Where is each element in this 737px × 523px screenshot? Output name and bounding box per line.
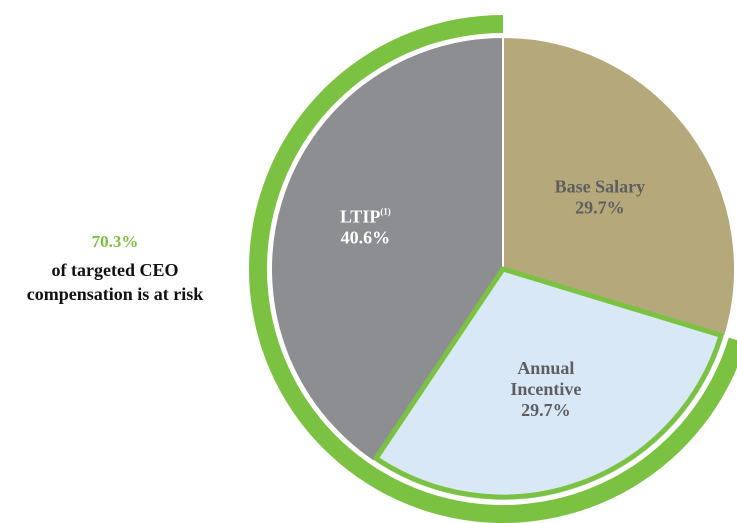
at-risk-percent: 70.3% bbox=[91, 232, 139, 251]
pie-slice-ltip bbox=[270, 35, 504, 464]
slice-value-base-salary: 29.7% bbox=[575, 198, 625, 218]
at-risk-caption: of targeted CEO compensation is at risk bbox=[0, 258, 230, 306]
slice-value-ltip: 40.6% bbox=[341, 228, 391, 248]
pie-slice-base-salary bbox=[502, 35, 736, 338]
slice-label-ltip: LTIP(1) bbox=[340, 207, 391, 227]
at-risk-caption-line-1: of targeted CEO bbox=[51, 260, 179, 280]
slice-label-annual-incentive-2: Incentive bbox=[510, 379, 581, 399]
at-risk-caption-line-2: compensation is at risk bbox=[26, 284, 204, 304]
annual-incentive-border bbox=[373, 266, 724, 500]
pie-slice-annual-incentive bbox=[372, 267, 727, 502]
slice-label-base-salary: Base Salary bbox=[555, 177, 646, 197]
slice-value-annual-incentive: 29.7% bbox=[521, 400, 571, 420]
slice-label-annual-incentive-1: Annual bbox=[517, 358, 574, 378]
